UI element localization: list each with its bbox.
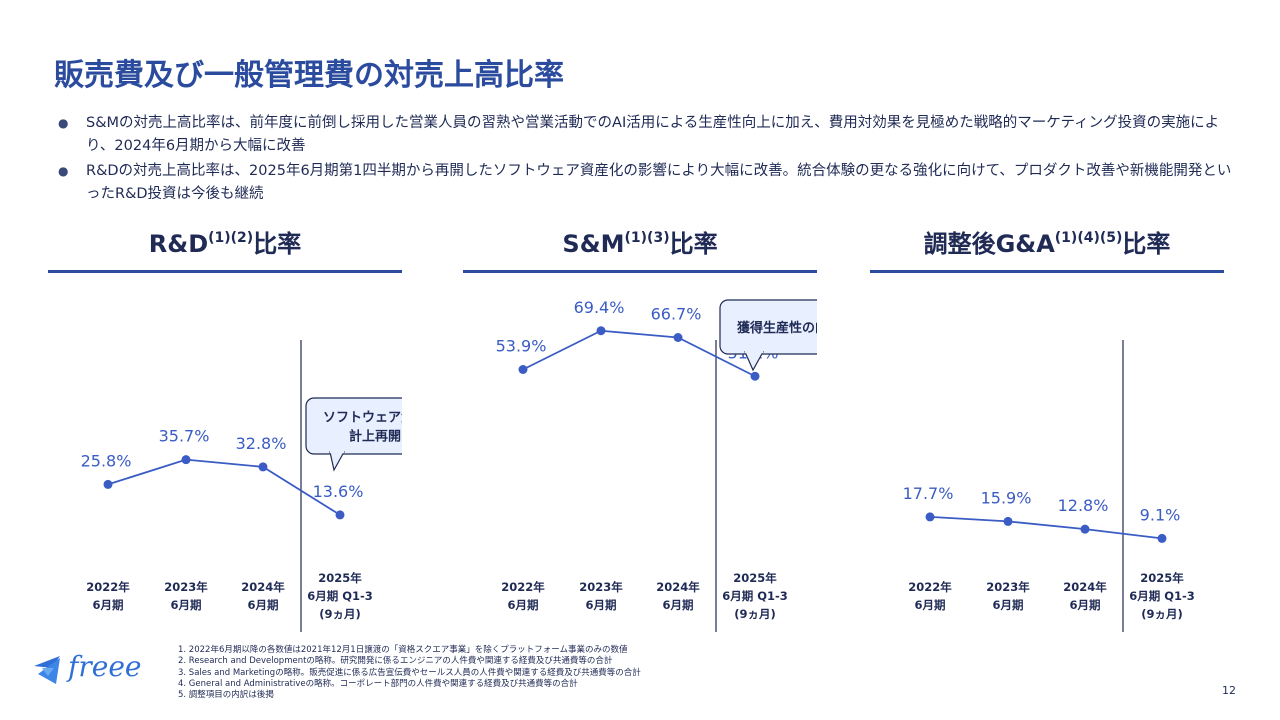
callout: ソフトウェア資産計上再開 (305, 397, 402, 472)
callout-text: ソフトウェア資産 (323, 410, 402, 426)
callout: 獲得生産性の向上 (719, 299, 817, 372)
data-label: 13.6% (313, 482, 364, 501)
footnote-3: 3. Sales and Marketingの略称。販売促進に係る広告宣伝費やセ… (178, 667, 641, 678)
chart-title-footnote-ref: (1)(3) (624, 230, 670, 246)
chart-title-main: 調整後G&A (923, 230, 1055, 258)
chart-title: 調整後G&A(1)(4)(5)比率 (870, 224, 1224, 259)
chart-panel-sm: S&M(1)(3)比率 53.9%69.4%66.7%51.2%2022年6月期… (463, 220, 817, 640)
data-point (1157, 533, 1167, 543)
category-label: 2023年 (986, 580, 1030, 594)
chart-plot: 53.9%69.4%66.7%51.2%2022年6月期2023年6月期2024… (496, 298, 817, 632)
series-line (929, 516, 1163, 540)
chart-plot: 17.7% 15.9% 12.8% 9.1% 2022年 6月期 2023年 6月期 2024年… (903, 340, 1195, 632)
page-title: 販売費及び一般管理費の対売上高比率 (54, 58, 564, 93)
chart-title-main: S&M (562, 230, 625, 258)
category-label: 6月期 (170, 598, 201, 612)
category-label: 6月期 (992, 598, 1023, 612)
category-label: 2025年 (733, 571, 777, 585)
footnote-4: 4. General and Administrativeの略称。コーポレート部… (178, 678, 578, 689)
data-point (596, 326, 606, 336)
data-label: 32.8% (236, 434, 287, 453)
data-point (181, 455, 191, 465)
category-label: 2025年 (1140, 571, 1184, 585)
category-label: 2025年 (318, 571, 362, 585)
chart-panel-ga: 調整後G&A(1)(4)(5)比率 17.7% 15.9% 12.8% 9.1% 202… (870, 220, 1224, 640)
data-label: 53.9% (496, 337, 547, 356)
category-label: 6月期 (92, 598, 123, 612)
bullet-sm: S&Mの対売上高比率は、前年度に前倒し採用した営業人員の習熟や営業活動でのAI活… (54, 112, 1234, 158)
category-label: 6月期 Q1-3 (307, 589, 373, 603)
footnote-5: 5. 調整項目の内訳は後掲 (178, 690, 274, 701)
data-point (925, 512, 935, 522)
category-label: 2022年 (501, 580, 545, 594)
category-label: 2023年 (164, 580, 208, 594)
chart-title: S&M(1)(3)比率 (463, 224, 817, 259)
footnote-2: 2. Research and Developmentの略称。研究開発に係るエン… (178, 656, 613, 667)
chart-title-underline (870, 270, 1224, 273)
category-label: 2024年 (656, 580, 700, 594)
category-label: 6月期 (914, 598, 945, 612)
data-point (750, 371, 760, 381)
chart-title-footnote-ref: (1)(4)(5) (1054, 230, 1123, 246)
data-label: 35.7% (159, 427, 210, 446)
logo-wordmark: freee (66, 650, 141, 683)
chart-title: R&D(1)(2)比率 (48, 224, 402, 259)
callout-text: 計上再開 (349, 429, 401, 445)
callout-text: 獲得生産性の向上 (737, 320, 817, 336)
category-label: 2024年 (1063, 580, 1107, 594)
freee-logo: freee (30, 644, 170, 698)
data-point (1080, 524, 1090, 534)
category-label: 6月期 (247, 598, 278, 612)
footnotes: 1. 2022年6月期以降の各数値は2021年12月1日譲渡の「資格スクエア事業… (178, 645, 641, 701)
category-label: (9ヵ月) (319, 607, 361, 621)
category-label: 2023年 (579, 580, 623, 594)
data-point (258, 462, 268, 472)
footnote-1: 1. 2022年6月期以降の各数値は2021年12月1日譲渡の「資格スクエア事業… (178, 645, 628, 655)
chart-title-suffix: 比率 (1122, 230, 1171, 258)
category-label: 6月期 (1069, 598, 1100, 612)
series-line (522, 329, 756, 378)
data-point (1003, 516, 1013, 526)
data-point (335, 510, 345, 520)
chart-title-suffix: 比率 (669, 230, 718, 258)
category-label: (9ヵ月) (1141, 607, 1183, 621)
chart-title-main: R&D (148, 230, 209, 258)
data-label: 66.7% (651, 305, 702, 324)
category-label: 6月期 Q1-3 (1129, 589, 1195, 603)
chart-title-suffix: 比率 (253, 230, 302, 258)
page-number: 12 (1222, 684, 1236, 697)
chart-title-underline (463, 270, 817, 273)
data-point (518, 365, 528, 374)
data-label: 69.4% (574, 298, 625, 317)
category-label: 2024年 (241, 580, 285, 594)
chart-title-underline (48, 270, 402, 273)
data-label: 12.8% (1058, 496, 1109, 515)
data-label: 25.8% (81, 451, 132, 470)
category-label: 6月期 Q1-3 (722, 589, 788, 603)
data-point (103, 479, 113, 489)
category-label: 2022年 (86, 580, 130, 594)
summary-bullets: S&Mの対売上高比率は、前年度に前倒し採用した営業人員の習熟や営業活動でのAI活… (54, 112, 1234, 208)
category-label: 6月期 (662, 598, 693, 612)
bird-logo-icon: freee (34, 650, 141, 684)
data-label: 17.7% (903, 484, 954, 503)
chart-title-footnote-ref: (1)(2) (208, 230, 254, 246)
data-label: 15.9% (981, 488, 1032, 507)
chart-panel-rd: R&D(1)(2)比率 25.8% 35.7% 32.8% 13.6% 2022年 6月期… (48, 220, 402, 640)
chart-plot: 25.8% 35.7% 32.8% 13.6% 2022年 6月期 2023年 6月期 2024… (81, 340, 402, 632)
category-label: 2022年 (908, 580, 952, 594)
category-label: 6月期 (585, 598, 616, 612)
category-label: 6月期 (507, 598, 538, 612)
bullet-rd: R&Dの対売上高比率は、2025年6月期第1四半期から再開したソフトウェア資産化… (54, 160, 1234, 206)
category-label: (9ヵ月) (734, 607, 776, 621)
data-point (673, 333, 683, 342)
data-label: 9.1% (1140, 505, 1181, 524)
series-line (107, 458, 341, 516)
